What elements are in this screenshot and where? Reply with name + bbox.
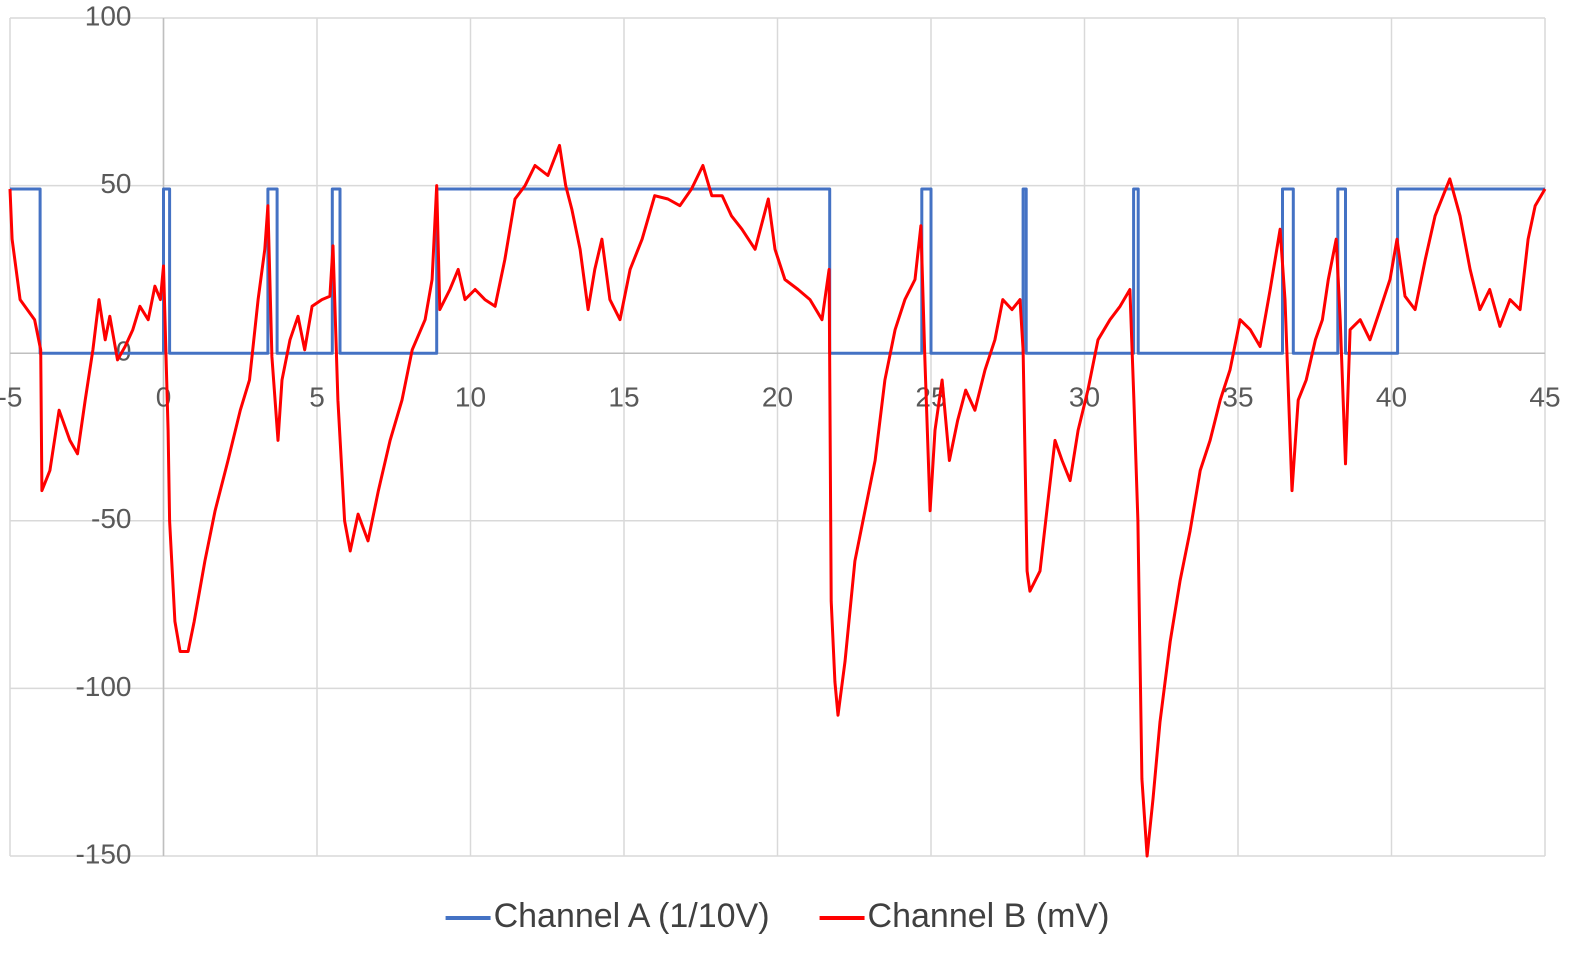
x-tick-label: 35 [1222, 382, 1253, 413]
x-tick-label: 5 [309, 382, 325, 413]
series-line [8, 143, 1547, 858]
y-tick-label: 50 [100, 168, 131, 199]
y-tick-label: -150 [75, 838, 131, 869]
y-tick-label: 100 [85, 0, 132, 31]
x-tick-label: -5 [0, 382, 22, 413]
y-tick-label: -100 [75, 671, 131, 702]
x-tick-label: 20 [762, 382, 793, 413]
x-tick-label: 10 [455, 382, 486, 413]
legend-label: Channel B (mV) [868, 897, 1110, 935]
x-tick-label: 40 [1376, 382, 1407, 413]
y-tick-label: -50 [91, 503, 131, 534]
x-tick-label: 45 [1529, 382, 1560, 413]
legend-label: Channel A (1/10V) [494, 897, 770, 935]
x-tick-label: 15 [608, 382, 639, 413]
